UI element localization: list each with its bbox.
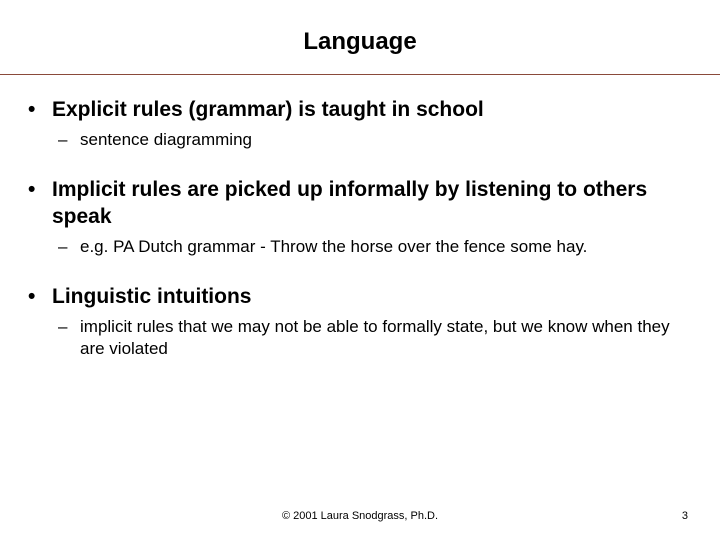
- page-number: 3: [664, 510, 688, 522]
- bullet-icon: •: [28, 284, 52, 310]
- bullet-group: • Explicit rules (grammar) is taught in …: [28, 97, 692, 151]
- copyright-text: © 2001 Laura Snodgrass, Ph.D.: [56, 510, 664, 522]
- bullet-lvl1: • Explicit rules (grammar) is taught in …: [28, 97, 692, 123]
- bullet-group: • Linguistic intuitions – implicit rules…: [28, 284, 692, 360]
- bullet-text: Linguistic intuitions: [52, 284, 692, 310]
- bullet-icon: •: [28, 177, 52, 230]
- bullet-text: Explicit rules (grammar) is taught in sc…: [52, 97, 692, 123]
- bullet-lvl2: – sentence diagramming: [58, 129, 692, 151]
- bullet-text: Implicit rules are picked up informally …: [52, 177, 692, 230]
- dash-icon: –: [58, 236, 80, 258]
- content-area: • Explicit rules (grammar) is taught in …: [0, 75, 720, 360]
- bullet-lvl1: • Implicit rules are picked up informall…: [28, 177, 692, 230]
- bullet-icon: •: [28, 97, 52, 123]
- footer: © 2001 Laura Snodgrass, Ph.D. 3: [0, 510, 720, 522]
- dash-icon: –: [58, 316, 80, 360]
- subbullet-text: implicit rules that we may not be able t…: [80, 316, 692, 360]
- bullet-group: • Implicit rules are picked up informall…: [28, 177, 692, 258]
- subbullet-text: sentence diagramming: [80, 129, 692, 151]
- subbullet-text: e.g. PA Dutch grammar - Throw the horse …: [80, 236, 692, 258]
- bullet-lvl2: – e.g. PA Dutch grammar - Throw the hors…: [58, 236, 692, 258]
- bullet-lvl1: • Linguistic intuitions: [28, 284, 692, 310]
- bullet-lvl2: – implicit rules that we may not be able…: [58, 316, 692, 360]
- dash-icon: –: [58, 129, 80, 151]
- title-wrap: Language: [0, 0, 720, 56]
- slide-title: Language: [0, 28, 720, 56]
- slide: Language • Explicit rules (grammar) is t…: [0, 0, 720, 540]
